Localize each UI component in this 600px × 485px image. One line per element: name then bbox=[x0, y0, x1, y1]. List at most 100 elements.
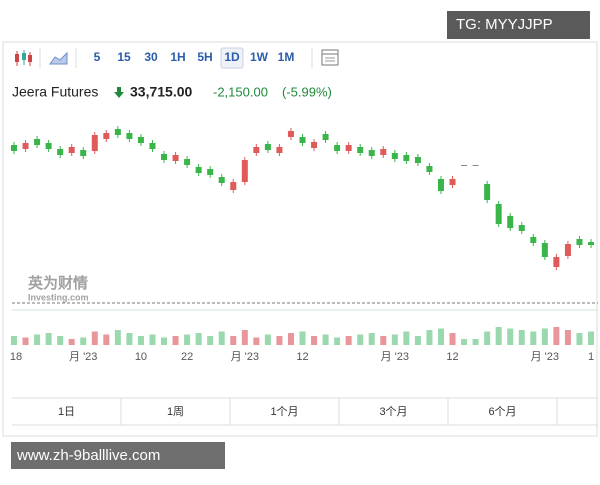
change: -2,150.00 bbox=[213, 84, 268, 99]
x-tick-label: 1 bbox=[588, 351, 594, 363]
volume-bar bbox=[299, 331, 306, 345]
volume-bar bbox=[484, 331, 491, 345]
candles-icon[interactable] bbox=[15, 50, 32, 66]
candle-body bbox=[172, 155, 179, 161]
volume-bar bbox=[137, 336, 144, 345]
candle-body bbox=[576, 239, 583, 245]
candle-body bbox=[299, 137, 306, 143]
candle-body bbox=[230, 182, 237, 190]
volume-bar bbox=[403, 331, 410, 345]
layout-icon[interactable] bbox=[321, 49, 339, 66]
candle-body bbox=[241, 160, 248, 182]
candle-body bbox=[161, 154, 168, 160]
volume-bar bbox=[80, 337, 87, 345]
volume-bar bbox=[68, 339, 75, 345]
price: 33,715.00 bbox=[130, 84, 192, 100]
x-tick-label: 10 bbox=[135, 351, 147, 363]
candle-body bbox=[34, 139, 41, 145]
x-tick-label: 22 bbox=[181, 351, 193, 363]
interval-button[interactable]: 1H bbox=[170, 50, 185, 64]
watermark-top: TG: MYYJJPP bbox=[456, 16, 553, 33]
interval-button[interactable]: 1D bbox=[224, 50, 240, 64]
volume-bar bbox=[357, 334, 364, 345]
candle-body bbox=[287, 131, 294, 137]
candle-body bbox=[264, 144, 271, 150]
candle-body bbox=[91, 135, 98, 151]
x-tick-label: 月 '23 bbox=[531, 351, 559, 363]
volume-bar bbox=[161, 337, 168, 345]
volume-bar bbox=[553, 327, 560, 345]
interval-button[interactable]: 5 bbox=[94, 50, 101, 64]
x-tick-label: 月 '23 bbox=[69, 351, 97, 363]
volume-bar bbox=[588, 331, 594, 345]
candle-body bbox=[391, 153, 398, 159]
candle-body bbox=[334, 145, 341, 151]
candle-body bbox=[22, 143, 29, 149]
candle-body bbox=[564, 244, 571, 256]
volume-bar bbox=[530, 331, 537, 345]
candle-body bbox=[403, 155, 410, 161]
volume-bar bbox=[368, 333, 375, 345]
volume-bar bbox=[103, 334, 110, 345]
candle-body bbox=[311, 142, 318, 148]
volume-bar bbox=[345, 336, 352, 345]
volume-bar bbox=[45, 333, 52, 345]
candle-body bbox=[45, 143, 52, 149]
logo-cn: 英为财情 bbox=[28, 274, 88, 292]
candle-body bbox=[484, 184, 491, 200]
interval-button[interactable]: 1M bbox=[278, 50, 295, 64]
candle-body bbox=[184, 159, 191, 165]
range-tab[interactable]: 1个月 bbox=[270, 405, 298, 418]
candle-body bbox=[588, 242, 594, 245]
interval-button[interactable]: 5H bbox=[197, 50, 212, 64]
candle-body bbox=[68, 147, 75, 153]
volume-bar bbox=[391, 334, 398, 345]
candle-body bbox=[345, 145, 352, 151]
volume-bar bbox=[426, 330, 433, 345]
volume-bar bbox=[311, 336, 318, 345]
volume-bar bbox=[184, 334, 191, 345]
candle-body bbox=[149, 143, 156, 149]
candle-body bbox=[426, 166, 433, 172]
range-tab[interactable]: 1日 bbox=[58, 406, 75, 418]
area-icon[interactable] bbox=[49, 51, 68, 65]
volume-bar bbox=[461, 339, 468, 345]
volume-bar bbox=[218, 331, 225, 345]
volume-bar bbox=[495, 327, 502, 345]
volume-bar bbox=[57, 336, 64, 345]
candle-body bbox=[207, 169, 214, 175]
volume-bar bbox=[264, 334, 271, 345]
interval-button[interactable]: 15 bbox=[117, 50, 131, 64]
range-tab[interactable]: 1周 bbox=[167, 405, 184, 418]
volume-bar bbox=[126, 333, 133, 345]
candle-body bbox=[357, 147, 364, 153]
volume-bar bbox=[22, 337, 29, 345]
candle-body bbox=[80, 150, 87, 156]
instrument-name: Jeera Futures bbox=[12, 84, 98, 100]
range-tab[interactable]: 6个月 bbox=[488, 405, 516, 418]
candle-body bbox=[518, 225, 525, 231]
candle-body bbox=[103, 133, 110, 139]
volume-bar bbox=[149, 334, 156, 345]
volume-bar bbox=[114, 330, 121, 345]
watermark-box bbox=[11, 442, 225, 469]
candle-body bbox=[195, 167, 202, 173]
interval-button[interactable]: 1W bbox=[250, 50, 269, 64]
watermark-bottom: www.zh-9balllive.com bbox=[16, 447, 160, 464]
candle-body bbox=[437, 179, 444, 191]
interval-button[interactable]: 30 bbox=[144, 50, 158, 64]
volume-bar bbox=[541, 328, 548, 345]
candle-body bbox=[380, 149, 387, 155]
candle-body bbox=[449, 179, 456, 185]
volume-bar bbox=[207, 336, 214, 345]
watermark-box bbox=[447, 11, 590, 39]
range-tab[interactable]: 3个月 bbox=[379, 405, 407, 418]
volume-bar bbox=[449, 333, 456, 345]
down-arrow bbox=[114, 87, 124, 98]
candle-body bbox=[495, 204, 502, 224]
candle-body bbox=[507, 216, 514, 228]
candle-body bbox=[368, 150, 375, 156]
candle-body bbox=[322, 134, 329, 140]
volume-bar bbox=[241, 330, 248, 345]
candle-body bbox=[137, 137, 144, 143]
